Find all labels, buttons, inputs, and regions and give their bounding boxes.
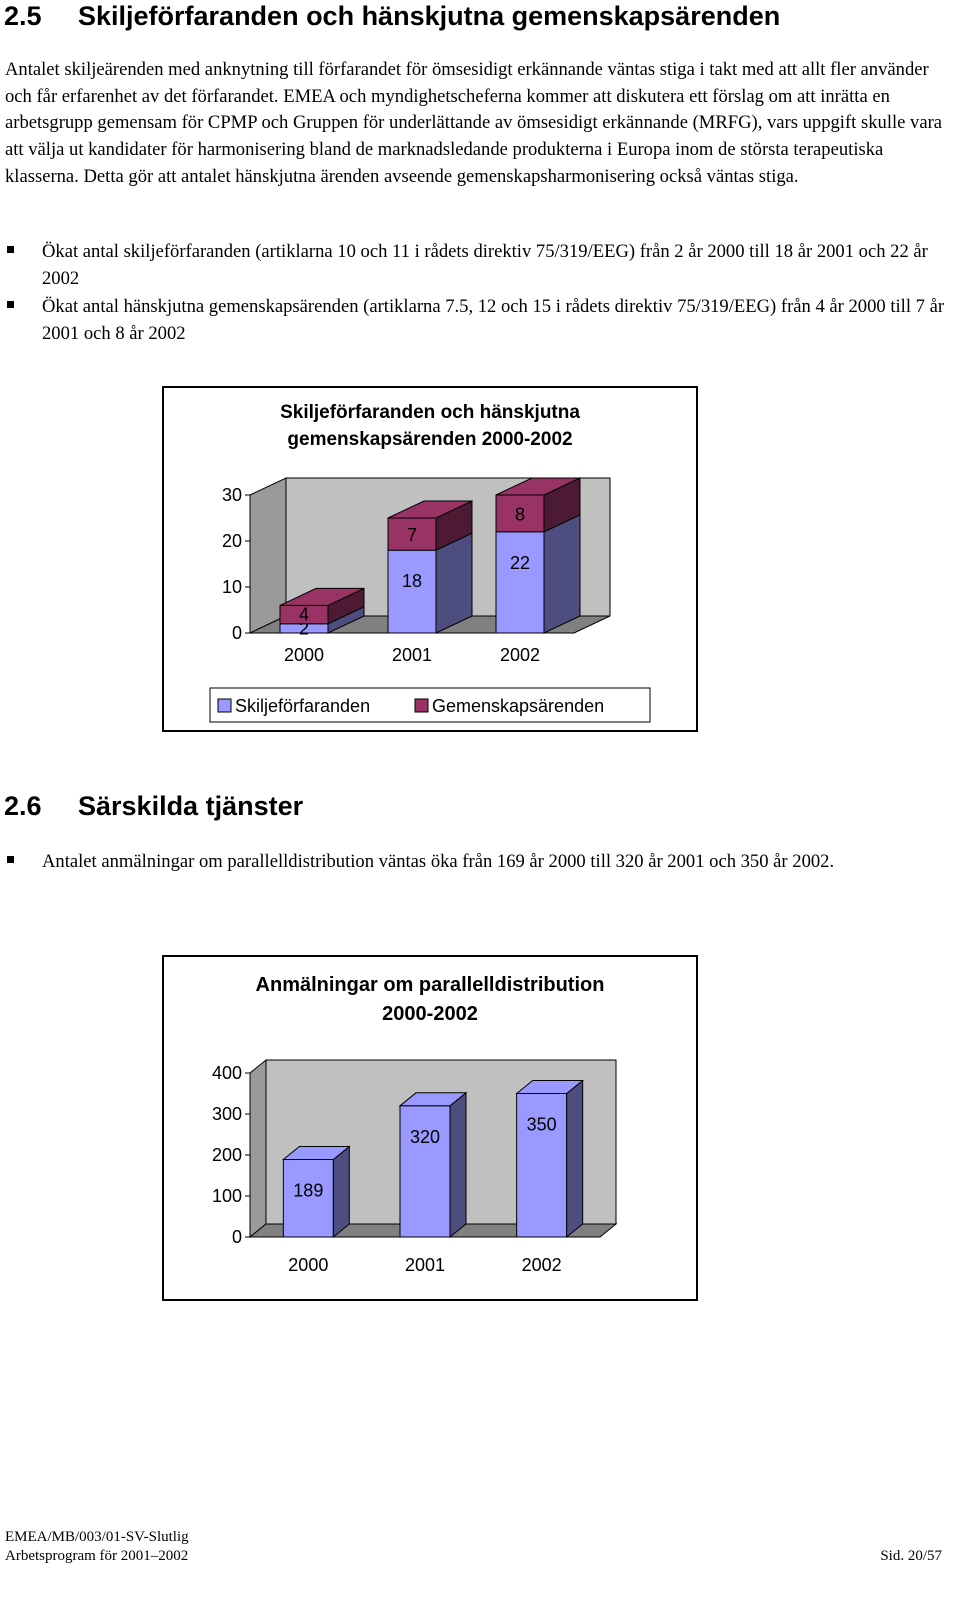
list-item-text: Ökat antal skiljeförfaranden (artiklarna… [42,241,928,289]
bar-data-label: 18 [402,571,422,591]
bar-data-label: 350 [527,1115,557,1135]
chart-arbitration-svg: Skiljeförfaranden och hänskjutna gemenska… [209,402,651,723]
legend-swatch [414,698,429,713]
y-tick-label: 30 [222,485,242,505]
chart-title-line: gemenskapsärenden 2000-2002 [287,429,572,450]
chart-parallel-distribution-svg: Anmälningar om parallelldistribution2000… [212,974,618,1275]
list-item: Antalet anmälningar om parallelldistribu… [5,849,960,876]
bar-top [398,1092,468,1107]
y-tick-label: 400 [212,1063,242,1083]
chart-title-line: Anmälningar om parallelldistribution [256,974,605,996]
bar-top [281,1146,351,1161]
chart-parallel-distribution: Anmälningar om parallelldistribution 2000… [162,955,698,1301]
legend-swatch [217,698,232,713]
list-item-text: Antalet anmälningar om parallelldistribu… [42,851,835,872]
bar-data-label: 7 [407,525,417,545]
footer-page-number: Sid. 20/57 [880,1548,942,1564]
bar-side [566,1079,584,1239]
bar-front [516,1093,568,1238]
footer-doc-id: EMEA/MB/003/01-SV-Slutlig [5,1529,189,1545]
bar-top [279,587,365,606]
bar-front [387,549,437,634]
legend-label: Gemenskapsärenden [432,696,604,716]
bar-front [399,1105,451,1238]
bar-data-label: 189 [293,1181,323,1201]
bar-data-label: 22 [510,553,530,573]
list-item: Ökat antal hänskjutna gemenskapsärenden … [5,294,960,347]
bar-top [495,477,581,496]
bar-data-label: 320 [410,1127,440,1147]
chart-arbitration: Skiljeförfaranden och hänskjutna gemenska… [162,386,698,732]
chart-legend-box [209,687,651,723]
bullet-list-2-6: Antalet anmälningar om parallelldistribu… [5,849,960,878]
bullet-square-icon [7,856,14,863]
y-tick-label: 200 [212,1145,242,1165]
bar-top [515,1080,585,1094]
y-tick-label: 0 [232,1227,242,1247]
y-tick-label: 100 [212,1186,242,1206]
x-tick-label: 2001 [392,645,432,665]
x-tick-label: 2002 [500,645,540,665]
section-heading-2-6: 2.6 Särskilda tjänster [4,790,303,822]
bar-data-label: 8 [515,504,525,524]
chart-side-wall [249,1058,267,1239]
x-tick-label: 2001 [405,1255,445,1275]
bar-front [282,1159,334,1238]
x-tick-label: 2002 [522,1255,562,1275]
section-title: Särskilda tjänster [78,791,304,821]
chart-title-line: 2000-2002 [382,1003,478,1025]
y-tick-label: 10 [222,577,242,597]
legend-label: Skiljeförfaranden [235,696,370,716]
list-item: Ökat antal skiljeförfaranden (artiklarna… [5,239,960,292]
bar-side [543,514,581,634]
section-title: Skiljeförfaranden och hänskjutna gemensk… [78,1,781,31]
bar-data-label: 4 [299,605,309,625]
bar-side [449,1091,467,1239]
y-tick-label: 0 [232,623,242,643]
x-tick-label: 2000 [288,1255,328,1275]
y-tick-label: 300 [212,1104,242,1124]
footer-program: Arbetsprogram för 2001–2002 [5,1548,189,1564]
section-number: 2.5 [4,1,42,31]
bar-data-label: 2 [299,618,309,638]
bar-front [495,531,545,634]
section-heading-2-5: 2.5 Skiljeförfaranden och hänskjutna geme… [4,0,780,32]
section-paragraph: Antalet skiljeärenden med anknytning til… [5,59,943,187]
y-tick-label: 20 [222,531,242,551]
section-number: 2.6 [4,791,42,821]
list-item-text: Ökat antal hänskjutna gemenskapsärenden … [42,296,945,345]
bar-top [387,500,473,519]
chart-title-line: Skiljeförfaranden och hänskjutna [280,402,580,423]
bar-side [332,1145,350,1239]
bullet-list-2-5: Ökat antal skiljeförfaranden (artiklarna… [5,239,960,350]
bullet-square-icon [7,246,14,253]
bullet-square-icon [7,301,14,309]
x-tick-label: 2000 [284,645,324,665]
